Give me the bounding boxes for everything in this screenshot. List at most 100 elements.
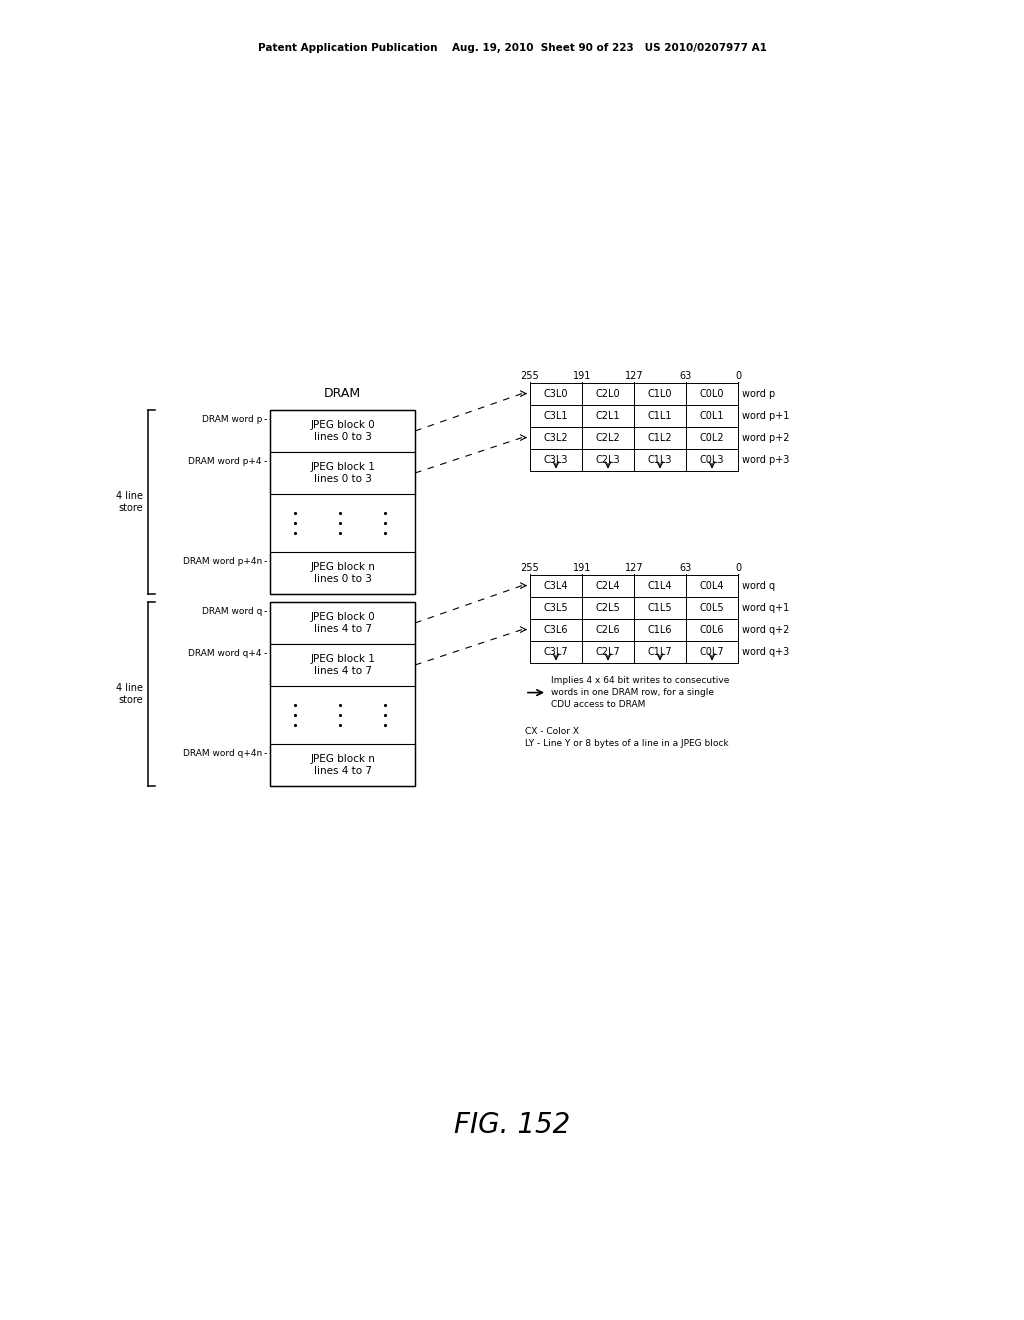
- Bar: [582, 426, 634, 449]
- Text: C0L2: C0L2: [699, 433, 724, 442]
- Bar: [634, 619, 686, 640]
- Text: C0L5: C0L5: [699, 603, 724, 612]
- Text: C3L6: C3L6: [544, 624, 568, 635]
- Text: C1L4: C1L4: [648, 581, 672, 590]
- Text: 191: 191: [572, 371, 591, 380]
- Text: C1L5: C1L5: [648, 603, 673, 612]
- Bar: [582, 405, 634, 426]
- Bar: [686, 383, 738, 405]
- Bar: [530, 405, 582, 426]
- Bar: [270, 602, 415, 785]
- Text: C3L4: C3L4: [544, 581, 568, 590]
- Text: word p: word p: [742, 388, 775, 399]
- Text: DRAM word p+4n: DRAM word p+4n: [182, 557, 262, 566]
- Text: C3L1: C3L1: [544, 411, 568, 421]
- Bar: [530, 383, 582, 405]
- Text: C2L4: C2L4: [596, 581, 621, 590]
- Bar: [686, 426, 738, 449]
- Text: C3L7: C3L7: [544, 647, 568, 656]
- Text: word q+3: word q+3: [742, 647, 790, 656]
- Text: C1L0: C1L0: [648, 388, 672, 399]
- Text: C2L1: C2L1: [596, 411, 621, 421]
- Text: 127: 127: [625, 371, 643, 380]
- Bar: [582, 574, 634, 597]
- Text: C2L6: C2L6: [596, 624, 621, 635]
- Bar: [686, 640, 738, 663]
- Text: Implies 4 x 64 bit writes to consecutive
words in one DRAM row, for a single
CDU: Implies 4 x 64 bit writes to consecutive…: [551, 676, 729, 709]
- Text: C0L0: C0L0: [699, 388, 724, 399]
- Text: DRAM word p: DRAM word p: [202, 414, 262, 424]
- Text: word p+3: word p+3: [742, 454, 790, 465]
- Bar: [686, 597, 738, 619]
- Bar: [270, 451, 415, 494]
- Text: 0: 0: [735, 371, 741, 380]
- Bar: [634, 405, 686, 426]
- Text: C2L7: C2L7: [596, 647, 621, 656]
- Bar: [530, 426, 582, 449]
- Text: 63: 63: [680, 371, 692, 380]
- Text: C1L1: C1L1: [648, 411, 672, 421]
- Text: 191: 191: [572, 562, 591, 573]
- Text: C3L2: C3L2: [544, 433, 568, 442]
- Bar: [686, 449, 738, 471]
- Bar: [582, 619, 634, 640]
- Bar: [270, 644, 415, 686]
- Text: 63: 63: [680, 562, 692, 573]
- Text: CX - Color X
LY - Line Y or 8 bytes of a line in a JPEG block: CX - Color X LY - Line Y or 8 bytes of a…: [525, 727, 729, 748]
- Text: word q+1: word q+1: [742, 603, 790, 612]
- Bar: [270, 744, 415, 785]
- Text: C2L0: C2L0: [596, 388, 621, 399]
- Text: word p+1: word p+1: [742, 411, 790, 421]
- Text: JPEG block 1
lines 4 to 7: JPEG block 1 lines 4 to 7: [310, 655, 375, 676]
- Bar: [686, 405, 738, 426]
- Text: 255: 255: [520, 371, 540, 380]
- Text: word q+2: word q+2: [742, 624, 790, 635]
- Bar: [686, 619, 738, 640]
- Text: JPEG block 0
lines 4 to 7: JPEG block 0 lines 4 to 7: [310, 612, 375, 634]
- Text: FIG. 152: FIG. 152: [454, 1111, 570, 1139]
- Text: C3L5: C3L5: [544, 603, 568, 612]
- Text: JPEG block 0
lines 0 to 3: JPEG block 0 lines 0 to 3: [310, 420, 375, 442]
- Text: word p+2: word p+2: [742, 433, 790, 442]
- Text: JPEG block n
lines 0 to 3: JPEG block n lines 0 to 3: [310, 562, 375, 583]
- Text: C2L5: C2L5: [596, 603, 621, 612]
- Text: DRAM word p+4: DRAM word p+4: [188, 457, 262, 466]
- Text: 4 line
store: 4 line store: [116, 684, 143, 705]
- Bar: [530, 640, 582, 663]
- Text: C0L7: C0L7: [699, 647, 724, 656]
- Text: C0L4: C0L4: [699, 581, 724, 590]
- Bar: [634, 640, 686, 663]
- Text: JPEG block n
lines 4 to 7: JPEG block n lines 4 to 7: [310, 754, 375, 776]
- Bar: [530, 597, 582, 619]
- Text: 127: 127: [625, 562, 643, 573]
- Text: Patent Application Publication    Aug. 19, 2010  Sheet 90 of 223   US 2010/02079: Patent Application Publication Aug. 19, …: [258, 44, 766, 53]
- Bar: [634, 426, 686, 449]
- Text: DRAM word q+4: DRAM word q+4: [188, 648, 262, 657]
- Text: DRAM word q: DRAM word q: [202, 607, 262, 615]
- Bar: [530, 619, 582, 640]
- Text: 0: 0: [735, 562, 741, 573]
- Text: word q: word q: [742, 581, 775, 590]
- Text: C1L6: C1L6: [648, 624, 672, 635]
- Bar: [634, 383, 686, 405]
- Text: C3L0: C3L0: [544, 388, 568, 399]
- Bar: [582, 640, 634, 663]
- Text: DRAM: DRAM: [324, 387, 361, 400]
- Bar: [270, 411, 415, 594]
- Bar: [582, 383, 634, 405]
- Bar: [270, 602, 415, 644]
- Bar: [530, 449, 582, 471]
- Bar: [634, 597, 686, 619]
- Text: C0L1: C0L1: [699, 411, 724, 421]
- Text: C0L6: C0L6: [699, 624, 724, 635]
- Text: C2L2: C2L2: [596, 433, 621, 442]
- Bar: [582, 449, 634, 471]
- Text: C1L2: C1L2: [648, 433, 673, 442]
- Bar: [582, 597, 634, 619]
- Text: C1L3: C1L3: [648, 454, 672, 465]
- Text: C2L3: C2L3: [596, 454, 621, 465]
- Bar: [686, 574, 738, 597]
- Text: C3L3: C3L3: [544, 454, 568, 465]
- Text: 4 line
store: 4 line store: [116, 491, 143, 512]
- Text: C1L7: C1L7: [648, 647, 673, 656]
